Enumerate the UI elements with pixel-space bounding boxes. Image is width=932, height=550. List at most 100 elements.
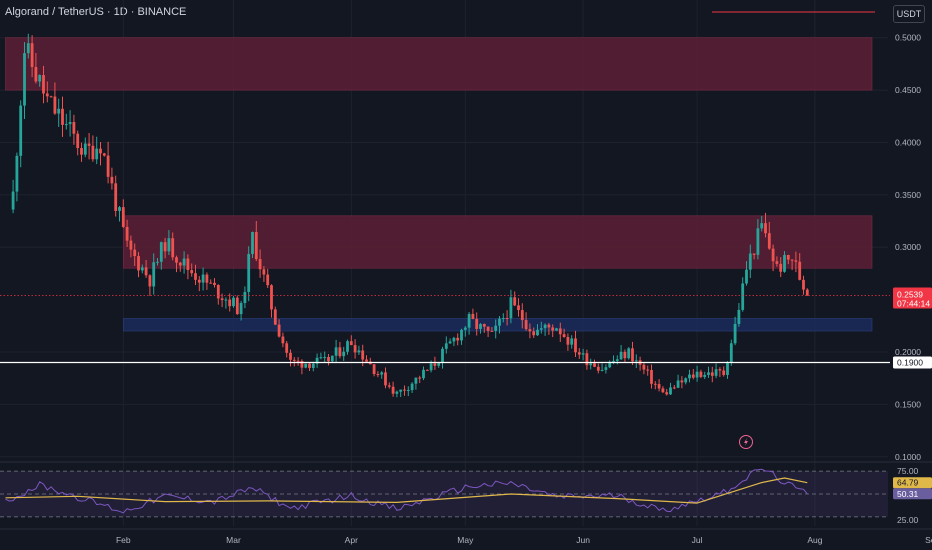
current-price-tag: 0.2539 [897,290,923,300]
candle-body [106,155,110,177]
candle-body [650,370,653,384]
candle-body [391,386,395,394]
candle-body [292,359,296,361]
candle-body [536,329,539,336]
candle-body [741,283,745,310]
candle-body [11,191,15,210]
candle-body [528,329,532,332]
candle-body [566,336,570,345]
candle-body [593,363,596,367]
time-tick-label: Apr [345,535,358,545]
candle-body [254,232,258,260]
candle-body [429,363,433,371]
currency-button[interactable]: USDT [893,5,925,23]
price-tick-label: 0.4000 [895,137,921,147]
candle-body [543,324,547,329]
candle-body [315,357,319,364]
candle-body [676,380,680,388]
candle-body [319,357,323,359]
time-tick-label: Jun [576,535,590,545]
candle-body [197,279,201,283]
countdown-tag: 07:44:14 [897,299,930,309]
candle-body [509,297,513,319]
candle-body [243,291,247,304]
rsi-value-tag: 50.31 [897,489,919,499]
candle-body [718,369,722,371]
candle-body [384,372,387,386]
candle-body [277,324,281,337]
candle-body [57,108,61,114]
candle-body [612,360,615,362]
rsi-pane [0,468,888,518]
candle-body [42,75,45,94]
candle-body [783,255,786,272]
current-price-tag-bg [893,287,932,309]
candle-body [304,363,308,368]
candle-body [49,96,53,98]
candle-body [615,359,619,361]
candle-body [228,299,232,307]
candle-body [45,93,49,97]
candle-body [357,350,361,353]
candle-body [634,360,638,362]
supply-zone [5,37,873,91]
candle-body [95,148,99,160]
candle-body [627,348,631,359]
candle-body [19,105,23,156]
candle-body [452,337,456,342]
candle-body [463,327,467,330]
candle-body [520,310,524,321]
candle-body [513,297,517,306]
candle-body [361,350,365,360]
candle-body [262,269,266,275]
candle-body [300,361,304,368]
candle-body [330,355,334,362]
candle-body [156,261,159,263]
candle-body [672,387,676,389]
supply-zone [123,215,873,269]
rsi-tick-label: 75.00 [897,466,919,476]
candle-body [125,226,129,241]
candle-body [737,309,741,324]
candle-body [15,155,19,192]
candle-body [433,363,437,366]
candle-body [91,145,95,160]
candle-body [190,270,194,274]
time-tick-label: Mar [226,535,241,545]
candle-body [239,303,243,315]
candle-body [338,347,342,357]
candle-body [281,336,285,344]
candle-body [669,387,672,395]
candle-body [137,256,140,271]
rsi-ma-tag: 64.79 [897,478,919,488]
alert-icon[interactable] [739,435,753,449]
candle-body [585,353,589,366]
candle-body [72,122,76,134]
candle-body [695,371,699,378]
candle-body [486,326,490,331]
candle-body [653,383,657,385]
candle-body [213,282,216,285]
price-axis: 0.5000 0.4500 0.4000 0.3500 0.3000 0.2000 0.15… [895,33,921,525]
candle-body [53,96,57,114]
candle-body [646,369,650,371]
candle-body [703,374,707,377]
candle-body [441,348,444,363]
candle-body [296,360,300,362]
candle-body [604,367,608,370]
candle-body [258,259,262,270]
candle-body [642,364,646,370]
price-tick-label: 0.3500 [895,190,921,200]
candle-body [171,238,175,258]
candle-body [406,390,410,392]
candle-body [34,67,38,82]
candle-body [657,384,661,389]
candle-body [410,383,414,391]
candle-body [235,297,239,315]
candle-body [266,274,270,286]
time-axis: Feb Mar Apr May Jun Jul Aug Sep [116,535,932,545]
candle-body [387,385,391,387]
candle-body [570,338,574,345]
demand-zone [123,318,873,332]
